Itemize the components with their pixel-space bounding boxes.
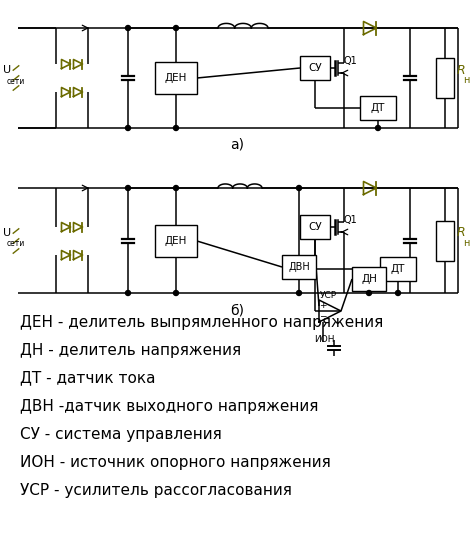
Circle shape <box>173 290 179 295</box>
Text: ИОН - источник опорного напряжения: ИОН - источник опорного напряжения <box>20 454 331 470</box>
Text: СУ: СУ <box>308 222 322 232</box>
Text: ДВН: ДВН <box>288 262 310 272</box>
Text: ИОН: ИОН <box>314 335 334 344</box>
Circle shape <box>126 290 130 295</box>
Bar <box>436 221 454 261</box>
Text: сети: сети <box>7 77 25 85</box>
Bar <box>352 267 386 291</box>
Text: U: U <box>3 228 11 238</box>
Text: а): а) <box>230 137 244 151</box>
Circle shape <box>173 125 179 130</box>
Text: ДЕН: ДЕН <box>165 73 187 83</box>
Text: ДВН -датчик выходного напряжения: ДВН -датчик выходного напряжения <box>20 398 319 414</box>
Text: СУ: СУ <box>308 63 322 73</box>
Text: Q1: Q1 <box>344 56 358 66</box>
Circle shape <box>297 186 301 191</box>
Text: Q1: Q1 <box>344 215 358 225</box>
Circle shape <box>375 125 381 130</box>
Text: УСР: УСР <box>319 290 337 300</box>
Text: +: + <box>319 301 327 311</box>
Text: ДТ - датчик тока: ДТ - датчик тока <box>20 370 155 385</box>
Text: R: R <box>457 64 465 77</box>
Text: ДН: ДН <box>361 274 377 284</box>
Circle shape <box>173 26 179 31</box>
Bar <box>155 62 197 94</box>
Text: б): б) <box>230 304 244 318</box>
Bar <box>282 255 316 279</box>
Text: сети: сети <box>7 239 25 248</box>
Bar <box>300 215 330 239</box>
Bar <box>360 96 396 120</box>
Circle shape <box>126 125 130 130</box>
Text: н: н <box>463 238 469 248</box>
Circle shape <box>366 290 372 295</box>
Text: R: R <box>457 226 465 239</box>
Circle shape <box>395 290 401 295</box>
Circle shape <box>297 290 301 295</box>
Bar <box>155 225 197 257</box>
Bar <box>436 58 454 98</box>
Text: н: н <box>463 75 469 85</box>
Bar <box>380 257 416 281</box>
Text: УСР - усилитель рассогласования: УСР - усилитель рассогласования <box>20 482 292 498</box>
Text: ДН - делитель напряжения: ДН - делитель напряжения <box>20 342 241 357</box>
Text: ДЕН: ДЕН <box>165 236 187 246</box>
Text: U: U <box>3 65 11 75</box>
Text: ДТ: ДТ <box>391 264 405 274</box>
Text: −: − <box>319 311 327 321</box>
Text: ДТ: ДТ <box>371 103 385 113</box>
Bar <box>300 56 330 80</box>
Text: СУ - система управления: СУ - система управления <box>20 426 222 442</box>
Circle shape <box>173 186 179 191</box>
Text: ДЕН - делитель выпрямленного напряжения: ДЕН - делитель выпрямленного напряжения <box>20 315 383 329</box>
Circle shape <box>126 26 130 31</box>
Circle shape <box>126 186 130 191</box>
